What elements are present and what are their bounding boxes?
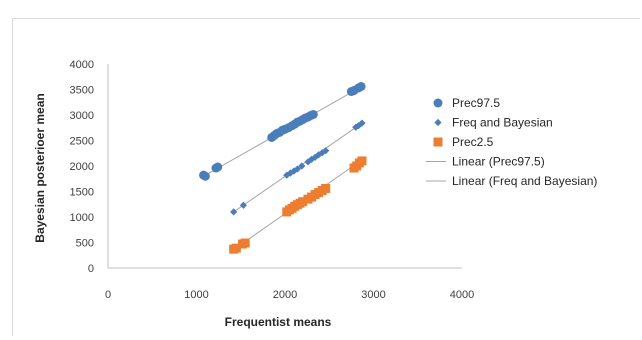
legend-label: Prec2.5 — [452, 135, 494, 149]
legend-label: Freq and Bayesian — [452, 116, 553, 130]
y-tick-label: 2000 — [70, 161, 94, 173]
data-point-prec97-5 — [213, 162, 223, 172]
y-tick-label: 500 — [76, 238, 94, 250]
data-point-freq-and-bayesian — [322, 147, 330, 155]
data-point-prec2-5 — [240, 238, 250, 248]
x-axis-title: Frequentist means — [225, 315, 332, 329]
y-tick-label: 3000 — [70, 110, 94, 122]
y-tick-label: 0 — [88, 263, 94, 275]
legend-item-prec97-5: Prec97.5 — [433, 96, 500, 110]
series-prec97-5 — [199, 81, 366, 181]
y-tick-label: 1000 — [70, 212, 94, 224]
data-point-freq-and-bayesian — [311, 153, 319, 161]
chart-frame — [12, 18, 640, 336]
data-point-freq-and-bayesian — [290, 167, 298, 175]
x-tick-label: 2000 — [273, 289, 297, 301]
legend-item-linear-prec97-5: Linear (Prec97.5) — [426, 155, 545, 169]
x-tick-label: 3000 — [361, 289, 385, 301]
legend-label: Prec97.5 — [452, 96, 500, 110]
data-point-prec97-5 — [200, 171, 210, 181]
data-point-prec97-5 — [308, 109, 318, 119]
legend-item-linear-freq-and-bayesian: Linear (Freq and Bayesian) — [426, 174, 597, 188]
data-point-freq-and-bayesian — [298, 162, 306, 170]
series-freq-and-bayesian — [230, 119, 366, 216]
legend: Prec97.5 Freq and Bayesian Prec2.5 Linear (… — [426, 96, 597, 188]
data-point-freq-and-bayesian — [283, 171, 291, 179]
data-point-prec2-5 — [357, 156, 367, 166]
x-tick-label: 0 — [105, 289, 111, 301]
legend-label: Linear (Prec97.5) — [452, 155, 545, 169]
legend-symbol-square — [433, 137, 443, 147]
legend-item-prec2-5: Prec2.5 — [433, 135, 494, 149]
trendline-layer — [203, 86, 363, 251]
data-point-freq-and-bayesian — [293, 165, 301, 173]
axis-layer: 0 1000 2000 3000 4000 0 500 1000 1500 2000 2500 300… — [70, 59, 475, 301]
data-point-freq-and-bayesian — [239, 201, 248, 209]
legend-label: Linear (Freq and Bayesian) — [452, 174, 597, 188]
y-tick-label: 4000 — [70, 59, 94, 71]
y-tick-label: 2500 — [70, 136, 94, 148]
data-point-prec97-5 — [356, 81, 366, 91]
x-tick-label: 4000 — [450, 289, 474, 301]
legend-symbol-diamond — [434, 118, 442, 127]
data-point-prec2-5 — [321, 183, 331, 193]
legend-symbol-circle — [433, 98, 443, 108]
data-point-freq-and-bayesian — [358, 119, 366, 127]
data-point-prec2-5 — [231, 243, 241, 253]
marker-layer — [199, 81, 367, 254]
x-tick-label: 1000 — [184, 289, 208, 301]
y-tick-label: 3500 — [70, 85, 94, 97]
data-point-freq-and-bayesian — [354, 122, 363, 130]
y-tick-label: 1500 — [70, 187, 94, 199]
data-point-prec2-5 — [298, 197, 308, 207]
data-point-freq-and-bayesian — [352, 123, 360, 131]
data-point-freq-and-bayesian — [307, 155, 316, 163]
series-prec2-5 — [229, 156, 367, 254]
legend-item-freq-and-bayesian: Freq and Bayesian — [434, 116, 553, 130]
data-point-freq-and-bayesian — [230, 208, 238, 216]
y-axis-title: Bayesian posterioer mean — [33, 93, 47, 242]
